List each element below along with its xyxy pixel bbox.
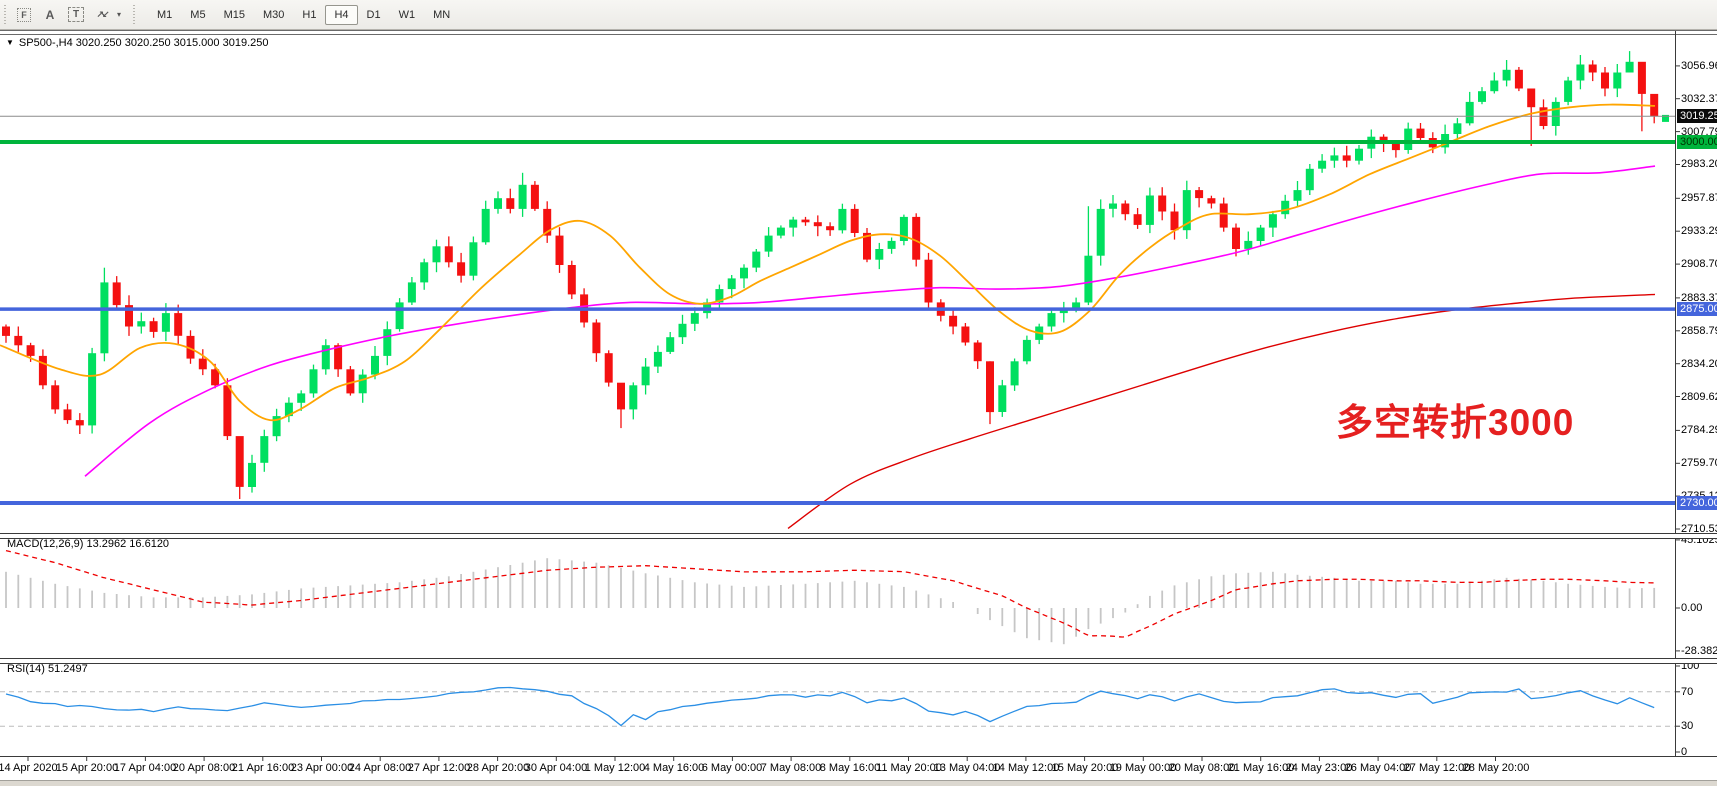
tool-icon-group: F A T ↗↙ [11,3,115,26]
textbox-t-icon-glyph: T [67,7,85,22]
ma-mid-magenta-line [84,165,1656,477]
textbox-t-icon[interactable]: T [64,3,88,26]
timeframe-button-h4[interactable]: H4 [325,4,358,25]
time-tick-label: 27 Apr 12:00 [407,762,471,774]
macd-signal-line [5,549,1655,638]
price-tick-label: 3032.375 [1681,93,1717,105]
time-tick-label: 13 May 04:00 [933,762,1001,774]
time-tick-label: 15 May 20:00 [1051,762,1119,774]
price-tick-label: 2784.290 [1681,424,1717,436]
time-tick-label: 30 Apr 04:00 [524,762,588,774]
price-tick-label: 2858.790 [1681,325,1717,337]
chart-top-border [0,30,1717,35]
annotation-text: 多空转折3000 [1336,402,1575,443]
time-axis-border [0,756,1717,757]
rsi-line [5,686,1655,727]
time-tick-label: 26 May 04:00 [1344,762,1412,774]
time-tick-label: 19 May 00:00 [1109,762,1177,774]
price-tick-label: 2933.290 [1681,225,1717,237]
price-level-label-3000.000: 3000.000 [1677,135,1717,149]
time-tick-label: 28 Apr 20:00 [466,762,530,774]
separator-main-macd[interactable] [0,533,1717,539]
symbol-dropdown-icon[interactable]: ▼ [6,38,14,47]
price-tick-label: 2883.375 [1681,292,1717,304]
time-tick-label: 14 May 12:00 [992,762,1060,774]
timeframe-grip[interactable] [131,4,138,25]
timeframe-button-h1[interactable]: H1 [302,8,317,21]
time-tick-label: 6 May 00:00 [701,762,763,774]
macd-layer [5,549,1656,645]
rsi-tick-label: 30 [1681,720,1694,732]
toolbar-grip[interactable] [2,4,8,25]
price-level-label-2730.000: 2730.000 [1677,496,1717,510]
chevron-down-icon[interactable]: ▾ [117,10,122,19]
rsi-tick-label: 70 [1681,686,1694,698]
time-tick-label: 24 May 23:00 [1285,762,1353,774]
indicator-f-icon-glyph: F [17,7,31,22]
time-tick-label: 7 May 08:00 [760,762,822,774]
time-tick-label: 14 Apr 2020 [0,762,58,774]
timeframe-button-w1[interactable]: W1 [398,8,416,21]
timeframe-button-mn[interactable]: MN [433,8,451,21]
rsi-tick-label: 0 [1681,746,1688,758]
ma-slow-red-line [787,293,1656,529]
time-tick-label: 21 May 16:00 [1227,762,1295,774]
price-tick-label: 2710.535 [1681,523,1717,535]
time-tick-label: 24 Apr 08:00 [348,762,412,774]
symbol-ohlc-title[interactable]: ▼ SP500-,H4 3020.250 3020.250 3015.000 30… [6,37,268,49]
time-tick-label: 20 May 08:00 [1168,762,1236,774]
time-tick-label: 21 Apr 16:00 [231,762,295,774]
timeframe-toolbar: M1 M5 M15 M30 H1 H4 D1 W1 MN [148,4,459,25]
price-tick-label: 3056.960 [1681,60,1717,72]
timeframe-button-m5[interactable]: M5 [190,8,206,21]
price-level-label-2875.000: 2875.000 [1677,302,1717,316]
price-tick-label: 2983.205 [1681,158,1717,170]
time-tick-label: 8 May 16:00 [819,762,881,774]
arrows-tool-icon-glyph: ↗↙ [96,9,109,19]
time-tick-label: 4 May 16:00 [643,762,705,774]
time-tick-label: 20 Apr 08:00 [172,762,236,774]
time-tick-label: 28 May 20:00 [1462,762,1530,774]
macd-label: MACD(12,26,9) 13.2962 16.6120 [7,538,170,550]
time-tick-label: 17 Apr 04:00 [113,762,177,774]
price-level-label-3019.250: 3019.250 [1677,109,1717,123]
time-tick-label: 27 May 12:00 [1403,762,1471,774]
forming-bar [1662,114,1669,122]
price-tick-label: 2908.705 [1681,258,1717,270]
text-a-icon-glyph: A [45,7,55,22]
price-tick-label: 2809.620 [1681,391,1717,403]
window-bottom-strip [0,780,1717,786]
rsi-label: RSI(14) 51.2497 [7,663,88,675]
toolbar: F A T ↗↙ ▾ M1 M5 M15 M30 H1 H4 D1 W1 MN [0,0,1717,30]
timeframe-button-m30[interactable]: M30 [262,8,285,21]
time-tick-label: 23 Apr 00:00 [290,762,354,774]
timeframe-button-m1[interactable]: M1 [157,8,173,21]
price-tick-label: 2834.205 [1681,358,1717,370]
time-tick-label: 15 Apr 20:00 [55,762,119,774]
timeframe-button-d1[interactable]: D1 [366,8,381,21]
symbol-ohlc-text: SP500-,H4 3020.250 3020.250 3015.000 301… [18,37,269,49]
price-tick-label: 2759.705 [1681,457,1717,469]
macd-tick-label: 0.00 [1681,602,1703,614]
arrows-tool-icon[interactable]: ↗↙ [90,3,114,26]
time-tick-label: 1 May 12:00 [584,762,646,774]
time-tick-label: 11 May 20:00 [876,762,942,774]
text-a-icon[interactable]: A [38,3,62,26]
timeframe-button-m15[interactable]: M15 [223,8,245,21]
price-tick-label: 2957.875 [1681,192,1717,204]
separator-macd-rsi[interactable] [0,658,1717,664]
price-axis-border [1675,31,1676,756]
indicator-f-icon[interactable]: F [12,3,36,26]
ma-fast-orange-line [0,103,1656,422]
